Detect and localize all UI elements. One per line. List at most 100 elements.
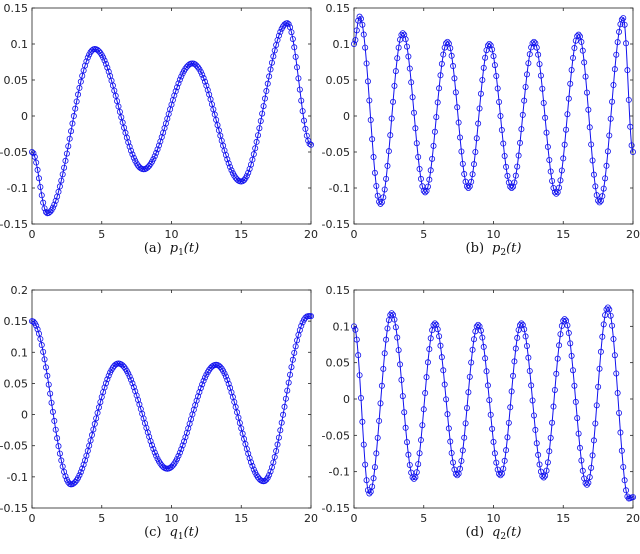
data-point <box>440 51 447 58</box>
data-point <box>228 167 235 174</box>
data-point <box>82 62 89 69</box>
data-point <box>570 367 577 374</box>
data-point <box>522 333 529 340</box>
data-point <box>267 468 274 475</box>
data-point <box>529 397 536 404</box>
data-point <box>592 183 599 190</box>
data-point <box>55 188 62 195</box>
data-point <box>61 468 68 475</box>
data-point <box>128 147 135 154</box>
data-point <box>236 419 243 426</box>
data-point <box>146 162 153 169</box>
data-point <box>438 354 445 361</box>
data-point <box>410 475 417 482</box>
data-point <box>452 470 459 477</box>
panel-c: 0 5 10 15 20 -0.15 -0.1 -0.05 0 0.05 0.1 0.15 0.2 (c)… <box>0 284 318 542</box>
data-point <box>490 438 497 445</box>
x-tick-label: 0 <box>29 228 36 241</box>
data-point <box>227 163 234 170</box>
data-point <box>588 464 595 471</box>
data-point <box>30 150 37 157</box>
data-point <box>246 455 253 462</box>
data-point <box>590 171 597 178</box>
data-point <box>512 172 519 179</box>
data-point <box>385 148 392 155</box>
data-point <box>41 205 48 212</box>
data-point <box>80 461 87 468</box>
data-point <box>423 187 430 194</box>
data-point <box>617 429 624 436</box>
data-point <box>148 442 155 449</box>
y-tick-label: 0.15 <box>4 2 29 15</box>
data-point <box>104 376 111 383</box>
data-point <box>408 79 415 86</box>
data-point <box>246 165 253 172</box>
data-point <box>611 352 618 359</box>
data-point <box>144 429 151 436</box>
data-point <box>256 125 263 132</box>
data-point <box>625 96 632 103</box>
data-point <box>274 37 281 44</box>
data-point <box>490 53 497 60</box>
data-point <box>193 397 200 404</box>
data-point <box>101 57 108 64</box>
data-point <box>470 161 477 168</box>
data-point <box>87 437 94 444</box>
data-point <box>507 183 514 190</box>
data-point <box>614 39 621 46</box>
data-point <box>532 40 539 47</box>
data-point <box>353 336 360 343</box>
data-point <box>355 352 362 359</box>
data-point <box>609 322 616 329</box>
data-point <box>395 347 402 354</box>
data-point <box>611 66 618 73</box>
data-point <box>285 379 292 386</box>
data-point <box>607 312 614 319</box>
data-point <box>146 433 153 440</box>
data-point <box>399 30 406 37</box>
y-tick-label: -0.1 <box>7 471 28 484</box>
data-point <box>610 82 617 89</box>
data-point <box>434 326 441 333</box>
data-point <box>522 83 529 90</box>
series-markers <box>350 13 637 207</box>
data-point <box>602 175 609 182</box>
data-point <box>69 120 76 127</box>
data-point <box>616 409 623 416</box>
data-point <box>568 352 575 359</box>
data-point <box>370 154 377 161</box>
data-point <box>199 71 206 78</box>
data-point <box>280 411 287 418</box>
data-point <box>417 437 424 444</box>
data-point <box>493 459 500 466</box>
data-point <box>620 15 627 22</box>
data-point <box>373 450 380 457</box>
series-markers <box>350 304 637 502</box>
y-tick-label: 0.05 <box>326 357 351 370</box>
data-point <box>525 354 532 361</box>
data-point <box>380 365 387 372</box>
data-point <box>561 141 568 148</box>
data-point <box>489 46 496 53</box>
data-point <box>593 402 600 409</box>
data-point <box>360 441 367 448</box>
data-point <box>423 374 430 381</box>
y-tick-label: 0.1 <box>11 38 29 51</box>
data-point <box>436 333 443 340</box>
data-point <box>381 186 388 193</box>
data-point <box>546 448 553 455</box>
y-tick-label: -0.15 <box>0 502 28 515</box>
data-point <box>589 157 596 164</box>
data-point <box>413 469 420 476</box>
data-point <box>259 110 266 117</box>
y-tick-label: 0.15 <box>326 284 351 297</box>
data-point <box>583 89 590 96</box>
data-point <box>557 177 564 184</box>
data-point <box>405 451 412 458</box>
data-point <box>475 321 482 328</box>
data-point <box>469 346 476 353</box>
data-point <box>101 384 108 391</box>
data-point <box>196 389 203 396</box>
data-point <box>458 148 465 155</box>
data-point <box>441 44 448 51</box>
